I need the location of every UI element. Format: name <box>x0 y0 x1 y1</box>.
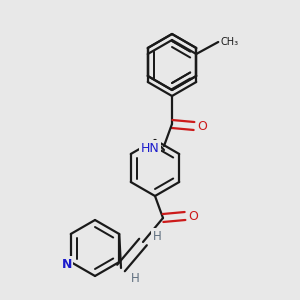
Text: H: H <box>130 272 140 284</box>
Text: H: H <box>153 230 161 242</box>
Text: CH₃: CH₃ <box>220 37 238 47</box>
Text: HN: HN <box>141 142 159 154</box>
Text: O: O <box>197 119 207 133</box>
Text: O: O <box>188 209 198 223</box>
Text: N: N <box>61 257 72 271</box>
